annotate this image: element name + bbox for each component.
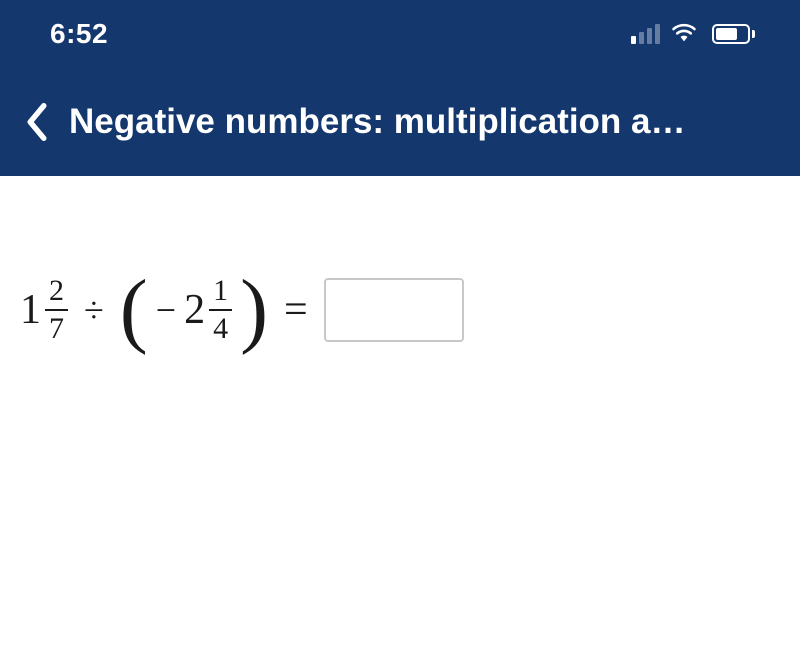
status-icons bbox=[631, 21, 755, 48]
negative-sign: − bbox=[156, 289, 176, 331]
right-denominator: 4 bbox=[209, 309, 232, 344]
left-fraction: 2 7 bbox=[45, 276, 68, 344]
left-denominator: 7 bbox=[45, 309, 68, 344]
equals-sign: = bbox=[284, 286, 308, 334]
answer-input[interactable] bbox=[324, 278, 464, 342]
navigation-bar: Negative numbers: multiplication a… bbox=[0, 68, 800, 176]
status-time: 6:52 bbox=[50, 18, 108, 50]
right-parenthesis: ) bbox=[240, 281, 268, 340]
math-problem: 1 2 7 ÷ ( − 2 1 4 ) = bbox=[20, 276, 780, 344]
status-bar: 6:52 bbox=[0, 0, 800, 68]
left-numerator: 2 bbox=[45, 276, 68, 309]
page-title: Negative numbers: multiplication a… bbox=[69, 102, 780, 142]
content-area: 1 2 7 ÷ ( − 2 1 4 ) = bbox=[0, 176, 800, 364]
right-whole: 2 bbox=[184, 286, 205, 334]
right-numerator: 1 bbox=[209, 276, 232, 309]
left-parenthesis: ( bbox=[120, 281, 148, 340]
wifi-icon bbox=[670, 21, 698, 48]
left-operand: 1 2 7 bbox=[20, 276, 68, 344]
battery-icon bbox=[708, 24, 755, 44]
chevron-left-icon bbox=[25, 103, 49, 141]
back-button[interactable] bbox=[20, 93, 54, 151]
division-operator: ÷ bbox=[84, 289, 104, 331]
left-whole: 1 bbox=[20, 286, 41, 334]
cellular-signal-icon bbox=[631, 24, 660, 44]
right-operand: 2 1 4 bbox=[184, 276, 232, 344]
right-fraction: 1 4 bbox=[209, 276, 232, 344]
